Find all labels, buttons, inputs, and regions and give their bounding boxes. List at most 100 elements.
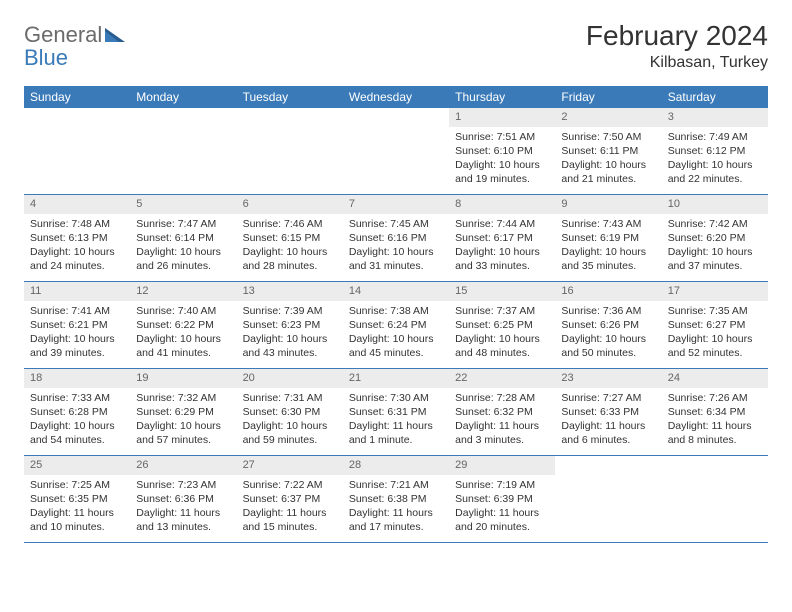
day-number: 22 xyxy=(449,369,555,388)
day-body: Sunrise: 7:47 AMSunset: 6:14 PMDaylight:… xyxy=(130,214,236,279)
sunset-text: Sunset: 6:34 PM xyxy=(668,405,762,419)
day-cell: 19Sunrise: 7:32 AMSunset: 6:29 PMDayligh… xyxy=(130,369,236,455)
day-cell: 3Sunrise: 7:49 AMSunset: 6:12 PMDaylight… xyxy=(662,108,768,194)
sunrise-text: Sunrise: 7:22 AM xyxy=(243,478,337,492)
sunset-text: Sunset: 6:25 PM xyxy=(455,318,549,332)
day-number: 10 xyxy=(662,195,768,214)
sunset-text: Sunset: 6:24 PM xyxy=(349,318,443,332)
daylight-text: Daylight: 10 hours and 24 minutes. xyxy=(30,245,124,273)
day-number: 15 xyxy=(449,282,555,301)
weeks-container: 1Sunrise: 7:51 AMSunset: 6:10 PMDaylight… xyxy=(24,108,768,543)
sunrise-text: Sunrise: 7:48 AM xyxy=(30,217,124,231)
day-cell: 12Sunrise: 7:40 AMSunset: 6:22 PMDayligh… xyxy=(130,282,236,368)
daylight-text: Daylight: 10 hours and 52 minutes. xyxy=(668,332,762,360)
daylight-text: Daylight: 10 hours and 54 minutes. xyxy=(30,419,124,447)
day-body: Sunrise: 7:51 AMSunset: 6:10 PMDaylight:… xyxy=(449,127,555,192)
sunset-text: Sunset: 6:37 PM xyxy=(243,492,337,506)
day-cell: 8Sunrise: 7:44 AMSunset: 6:17 PMDaylight… xyxy=(449,195,555,281)
day-cell xyxy=(130,108,236,194)
sunrise-text: Sunrise: 7:26 AM xyxy=(668,391,762,405)
day-cell: 24Sunrise: 7:26 AMSunset: 6:34 PMDayligh… xyxy=(662,369,768,455)
location: Kilbasan, Turkey xyxy=(586,54,768,72)
day-body: Sunrise: 7:42 AMSunset: 6:20 PMDaylight:… xyxy=(662,214,768,279)
daylight-text: Daylight: 10 hours and 28 minutes. xyxy=(243,245,337,273)
day-cell: 10Sunrise: 7:42 AMSunset: 6:20 PMDayligh… xyxy=(662,195,768,281)
day-body: Sunrise: 7:39 AMSunset: 6:23 PMDaylight:… xyxy=(237,301,343,366)
day-cell: 5Sunrise: 7:47 AMSunset: 6:14 PMDaylight… xyxy=(130,195,236,281)
sunrise-text: Sunrise: 7:19 AM xyxy=(455,478,549,492)
daylight-text: Daylight: 11 hours and 6 minutes. xyxy=(561,419,655,447)
day-cell xyxy=(343,108,449,194)
day-body: Sunrise: 7:48 AMSunset: 6:13 PMDaylight:… xyxy=(24,214,130,279)
day-number: 7 xyxy=(343,195,449,214)
day-header: Sunday xyxy=(24,86,130,108)
sunset-text: Sunset: 6:19 PM xyxy=(561,231,655,245)
header: General Blue February 2024 Kilbasan, Tur… xyxy=(24,20,768,72)
daylight-text: Daylight: 10 hours and 50 minutes. xyxy=(561,332,655,360)
sunset-text: Sunset: 6:12 PM xyxy=(668,144,762,158)
calendar: SundayMondayTuesdayWednesdayThursdayFrid… xyxy=(24,86,768,543)
sunrise-text: Sunrise: 7:45 AM xyxy=(349,217,443,231)
sunrise-text: Sunrise: 7:39 AM xyxy=(243,304,337,318)
day-body: Sunrise: 7:19 AMSunset: 6:39 PMDaylight:… xyxy=(449,475,555,540)
daylight-text: Daylight: 10 hours and 22 minutes. xyxy=(668,158,762,186)
daylight-text: Daylight: 10 hours and 57 minutes. xyxy=(136,419,230,447)
day-body: Sunrise: 7:44 AMSunset: 6:17 PMDaylight:… xyxy=(449,214,555,279)
day-cell: 15Sunrise: 7:37 AMSunset: 6:25 PMDayligh… xyxy=(449,282,555,368)
sunset-text: Sunset: 6:22 PM xyxy=(136,318,230,332)
day-number: 25 xyxy=(24,456,130,475)
day-body: Sunrise: 7:37 AMSunset: 6:25 PMDaylight:… xyxy=(449,301,555,366)
day-number: 8 xyxy=(449,195,555,214)
day-headers: SundayMondayTuesdayWednesdayThursdayFrid… xyxy=(24,86,768,108)
day-body: Sunrise: 7:40 AMSunset: 6:22 PMDaylight:… xyxy=(130,301,236,366)
sunrise-text: Sunrise: 7:51 AM xyxy=(455,130,549,144)
logo-part1: General xyxy=(24,22,102,47)
sunrise-text: Sunrise: 7:32 AM xyxy=(136,391,230,405)
daylight-text: Daylight: 11 hours and 3 minutes. xyxy=(455,419,549,447)
sunset-text: Sunset: 6:15 PM xyxy=(243,231,337,245)
day-number: 2 xyxy=(555,108,661,127)
daylight-text: Daylight: 10 hours and 33 minutes. xyxy=(455,245,549,273)
logo: General Blue xyxy=(24,24,125,70)
day-number: 4 xyxy=(24,195,130,214)
daylight-text: Daylight: 10 hours and 37 minutes. xyxy=(668,245,762,273)
sunrise-text: Sunrise: 7:23 AM xyxy=(136,478,230,492)
day-number: 20 xyxy=(237,369,343,388)
day-cell: 11Sunrise: 7:41 AMSunset: 6:21 PMDayligh… xyxy=(24,282,130,368)
day-cell: 28Sunrise: 7:21 AMSunset: 6:38 PMDayligh… xyxy=(343,456,449,542)
day-body: Sunrise: 7:25 AMSunset: 6:35 PMDaylight:… xyxy=(24,475,130,540)
sunset-text: Sunset: 6:26 PM xyxy=(561,318,655,332)
day-cell: 27Sunrise: 7:22 AMSunset: 6:37 PMDayligh… xyxy=(237,456,343,542)
week-row: 4Sunrise: 7:48 AMSunset: 6:13 PMDaylight… xyxy=(24,195,768,282)
day-cell: 9Sunrise: 7:43 AMSunset: 6:19 PMDaylight… xyxy=(555,195,661,281)
day-cell: 1Sunrise: 7:51 AMSunset: 6:10 PMDaylight… xyxy=(449,108,555,194)
daylight-text: Daylight: 10 hours and 39 minutes. xyxy=(30,332,124,360)
day-body: Sunrise: 7:45 AMSunset: 6:16 PMDaylight:… xyxy=(343,214,449,279)
day-number: 23 xyxy=(555,369,661,388)
logo-text: General Blue xyxy=(24,24,125,70)
sunrise-text: Sunrise: 7:50 AM xyxy=(561,130,655,144)
sunrise-text: Sunrise: 7:25 AM xyxy=(30,478,124,492)
sunrise-text: Sunrise: 7:27 AM xyxy=(561,391,655,405)
day-cell: 6Sunrise: 7:46 AMSunset: 6:15 PMDaylight… xyxy=(237,195,343,281)
sunset-text: Sunset: 6:17 PM xyxy=(455,231,549,245)
sunrise-text: Sunrise: 7:46 AM xyxy=(243,217,337,231)
day-header: Thursday xyxy=(449,86,555,108)
sunrise-text: Sunrise: 7:37 AM xyxy=(455,304,549,318)
week-row: 11Sunrise: 7:41 AMSunset: 6:21 PMDayligh… xyxy=(24,282,768,369)
day-body: Sunrise: 7:22 AMSunset: 6:37 PMDaylight:… xyxy=(237,475,343,540)
month-title: February 2024 xyxy=(586,20,768,52)
sunset-text: Sunset: 6:27 PM xyxy=(668,318,762,332)
day-body: Sunrise: 7:23 AMSunset: 6:36 PMDaylight:… xyxy=(130,475,236,540)
sunrise-text: Sunrise: 7:28 AM xyxy=(455,391,549,405)
day-number: 9 xyxy=(555,195,661,214)
title-block: February 2024 Kilbasan, Turkey xyxy=(586,20,768,72)
sunset-text: Sunset: 6:10 PM xyxy=(455,144,549,158)
logo-triangle-icon xyxy=(105,28,125,47)
day-number: 17 xyxy=(662,282,768,301)
sunrise-text: Sunrise: 7:40 AM xyxy=(136,304,230,318)
daylight-text: Daylight: 10 hours and 45 minutes. xyxy=(349,332,443,360)
day-cell: 2Sunrise: 7:50 AMSunset: 6:11 PMDaylight… xyxy=(555,108,661,194)
day-body: Sunrise: 7:49 AMSunset: 6:12 PMDaylight:… xyxy=(662,127,768,192)
day-number: 13 xyxy=(237,282,343,301)
